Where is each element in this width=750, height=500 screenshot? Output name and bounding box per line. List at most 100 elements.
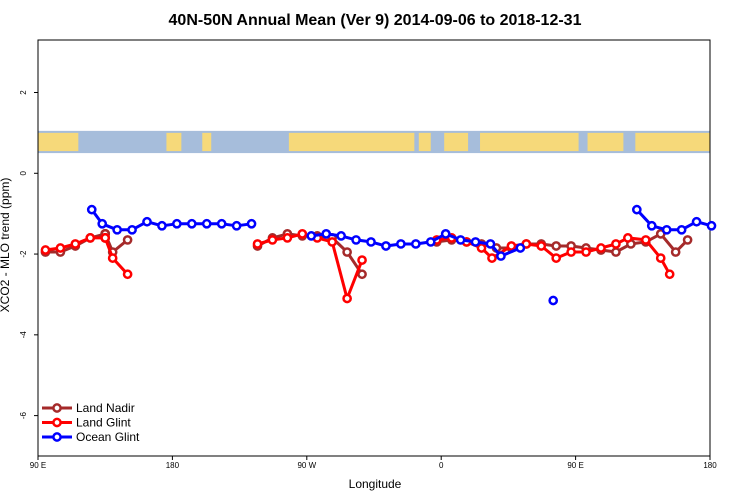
data-point — [631, 204, 642, 215]
y-tick-label: -2 — [19, 250, 28, 258]
x-tick-label: 90 E — [567, 461, 583, 470]
data-point — [142, 216, 152, 227]
map-land — [288, 132, 415, 152]
data-point — [86, 204, 97, 215]
data-point — [252, 239, 263, 249]
x-axis: 90 E 180 90 W 0 90 E 180 — [30, 456, 717, 470]
data-point — [336, 231, 346, 241]
x-tick-label: 0 — [439, 461, 444, 470]
map-land — [166, 132, 182, 152]
data-point — [476, 243, 487, 253]
data-point — [201, 218, 212, 229]
data-point — [611, 247, 621, 257]
map-land — [635, 132, 710, 152]
legend-marker — [52, 403, 62, 413]
data-point — [366, 237, 376, 247]
legend-label: Land Nadir — [76, 401, 135, 415]
legend-marker — [52, 432, 62, 442]
data-point — [691, 216, 702, 227]
chart-title: 40N-50N Annual Mean (Ver 9) 2014-09-06 t… — [169, 12, 582, 29]
y-tick-label: 0 — [19, 171, 28, 176]
y-tick-label: -6 — [19, 412, 28, 420]
series-layer — [40, 204, 717, 306]
data-point — [122, 269, 133, 280]
data-point — [664, 269, 675, 280]
data-point — [548, 295, 559, 306]
map-land — [38, 132, 79, 152]
data-point — [342, 293, 352, 304]
data-point — [246, 218, 257, 229]
data-point — [410, 239, 421, 249]
legend-label: Ocean Glint — [76, 430, 140, 444]
data-point — [112, 224, 122, 235]
data-point — [551, 253, 562, 263]
data-point — [351, 235, 361, 245]
y-axis: 2 0 -2 -4 -6 — [19, 90, 38, 419]
data-point — [231, 220, 242, 231]
data-point — [282, 233, 293, 243]
x-tick-label: 90 E — [30, 461, 46, 470]
data-point — [640, 235, 651, 245]
x-tick-label: 90 W — [297, 461, 316, 470]
data-point — [100, 233, 111, 243]
data-point — [122, 235, 133, 245]
map-land — [202, 132, 212, 152]
data-point — [670, 247, 681, 257]
data-point — [676, 224, 687, 235]
data-point — [40, 245, 51, 255]
data-point — [321, 229, 332, 239]
data-point — [661, 224, 672, 235]
data-point — [611, 239, 621, 249]
data-point — [381, 241, 391, 251]
map-strip — [38, 130, 710, 154]
data-point — [455, 235, 466, 245]
data-point — [127, 224, 137, 235]
data-point — [646, 220, 657, 231]
data-point — [623, 233, 633, 243]
data-point — [425, 237, 436, 247]
data-point — [267, 235, 278, 245]
plot-frame — [37, 39, 711, 457]
legend-marker — [52, 417, 62, 428]
data-point — [342, 247, 352, 257]
data-point — [157, 220, 167, 231]
data-point — [496, 251, 506, 261]
y-tick-label: 2 — [19, 90, 28, 95]
data-point — [297, 229, 308, 239]
data-point — [440, 229, 451, 239]
data-point — [327, 237, 338, 247]
data-point — [566, 247, 576, 257]
data-point — [97, 218, 108, 229]
data-point — [357, 269, 367, 280]
map-land — [418, 132, 431, 152]
data-point — [306, 231, 317, 241]
data-point — [70, 239, 81, 249]
map-land — [587, 132, 624, 152]
data-point — [515, 243, 526, 253]
data-point — [172, 218, 182, 229]
y-axis-label: XCO2 - MLO trend (ppm) — [0, 178, 12, 313]
data-point — [655, 253, 666, 263]
data-point — [357, 255, 367, 265]
data-point — [396, 239, 406, 249]
map-land — [444, 132, 469, 152]
data-point — [596, 243, 606, 253]
data-point — [85, 233, 96, 243]
data-point — [487, 253, 497, 263]
data-point — [706, 220, 717, 231]
map-land — [480, 132, 579, 152]
series-ocean-glint — [86, 204, 717, 306]
legend-label: Land Glint — [76, 416, 131, 430]
data-point — [107, 253, 118, 263]
data-point — [682, 235, 693, 245]
data-point — [216, 218, 227, 229]
data-point — [186, 218, 197, 229]
data-point — [470, 237, 481, 247]
y-tick-label: -4 — [19, 331, 28, 339]
data-point — [581, 247, 591, 257]
series-land-nadir — [40, 229, 693, 280]
data-point — [485, 239, 496, 249]
data-point — [55, 243, 66, 253]
data-point — [506, 241, 517, 251]
